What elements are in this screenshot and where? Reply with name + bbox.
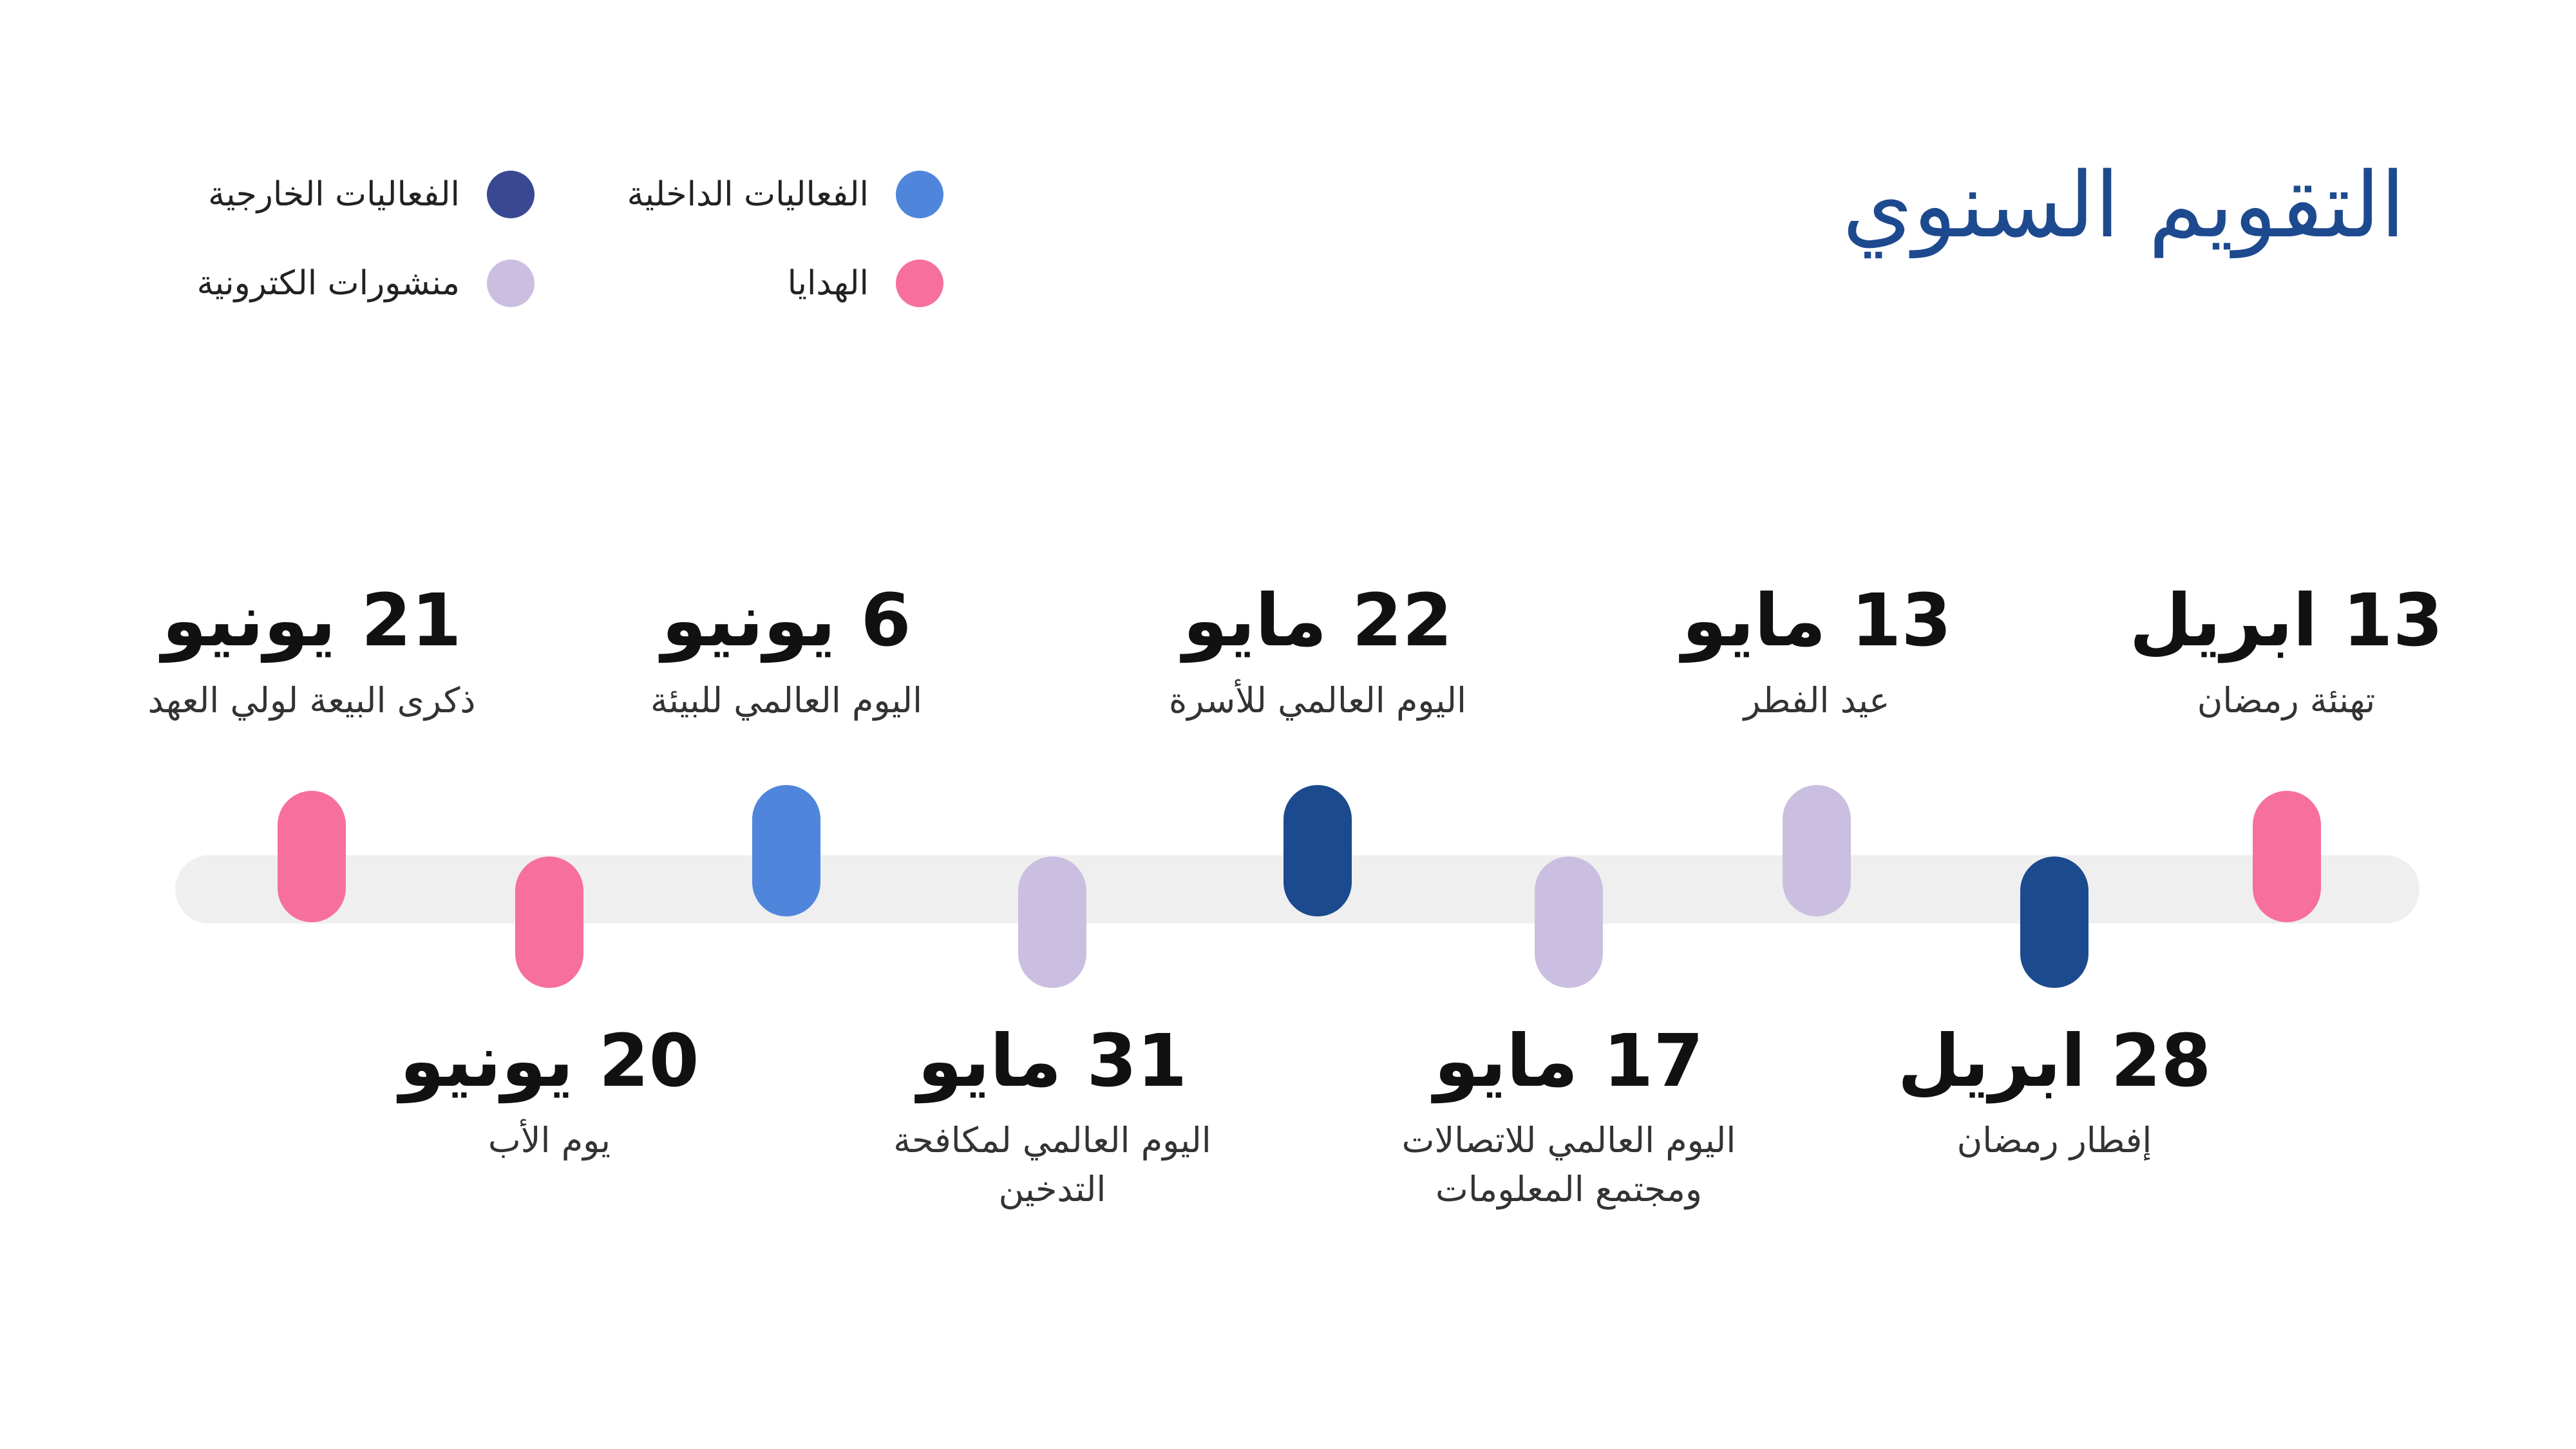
legend-dot-icon [896, 260, 943, 307]
event-date: 13 مايو [1681, 579, 1952, 663]
event-label: اليوم العالمي للاتصالات ومجتمع المعلومات [1401, 1120, 1736, 1209]
event-date: 17 مايو [1434, 1019, 1704, 1103]
event-marker [1783, 785, 1851, 916]
event-date: 31 مايو [917, 1019, 1188, 1103]
legend-label: منشورات الكترونية [196, 264, 460, 303]
event-label: إفطار رمضان [1956, 1120, 2152, 1160]
event-date: 20 يونيو [399, 1019, 699, 1103]
legend-label: الفعاليات الخارجية [208, 175, 460, 214]
event-marker [1018, 857, 1086, 988]
event-marker [752, 785, 820, 916]
event-marker [278, 791, 346, 922]
event-marker [1535, 857, 1603, 988]
legend-label: الهدايا [787, 264, 869, 303]
event-label: اليوم العالمي للأسرة [1168, 680, 1467, 721]
page-title: التقويم السنوي [1842, 153, 2405, 258]
event-date: 28 ابريل [1897, 1019, 2211, 1103]
legend-item-gifts: الهدايا [788, 258, 943, 309]
event-marker [2020, 857, 2088, 988]
legend-label: الفعاليات الداخلية [627, 175, 869, 214]
event-label: اليوم العالمي لمكافحة التدخين [893, 1120, 1211, 1209]
event-marker [1283, 785, 1352, 916]
legend-dot-icon [487, 260, 535, 307]
event-label: ذكرى البيعة لولي العهد [147, 680, 476, 721]
event-label: يوم الأب [488, 1120, 611, 1160]
legend-item-internal: الفعاليات الداخلية [627, 169, 943, 220]
event-label: عيد الفطر [1743, 680, 1890, 721]
legend-dot-icon [896, 171, 943, 218]
legend-item-external: الفعاليات الخارجية [208, 169, 535, 220]
event-date: 21 يونيو [162, 579, 462, 663]
event-date: 6 يونيو [661, 579, 911, 663]
event-date: 13 ابريل [2129, 579, 2443, 663]
legend-item-posts: منشورات الكترونية [197, 258, 535, 309]
legend-dot-icon [487, 171, 535, 218]
event-label: تهنئة رمضان [2197, 680, 2376, 721]
event-marker [2253, 791, 2321, 922]
event-label: اليوم العالمي للبيئة [650, 680, 923, 721]
event-date: 22 مايو [1182, 579, 1453, 663]
event-marker [515, 857, 583, 988]
